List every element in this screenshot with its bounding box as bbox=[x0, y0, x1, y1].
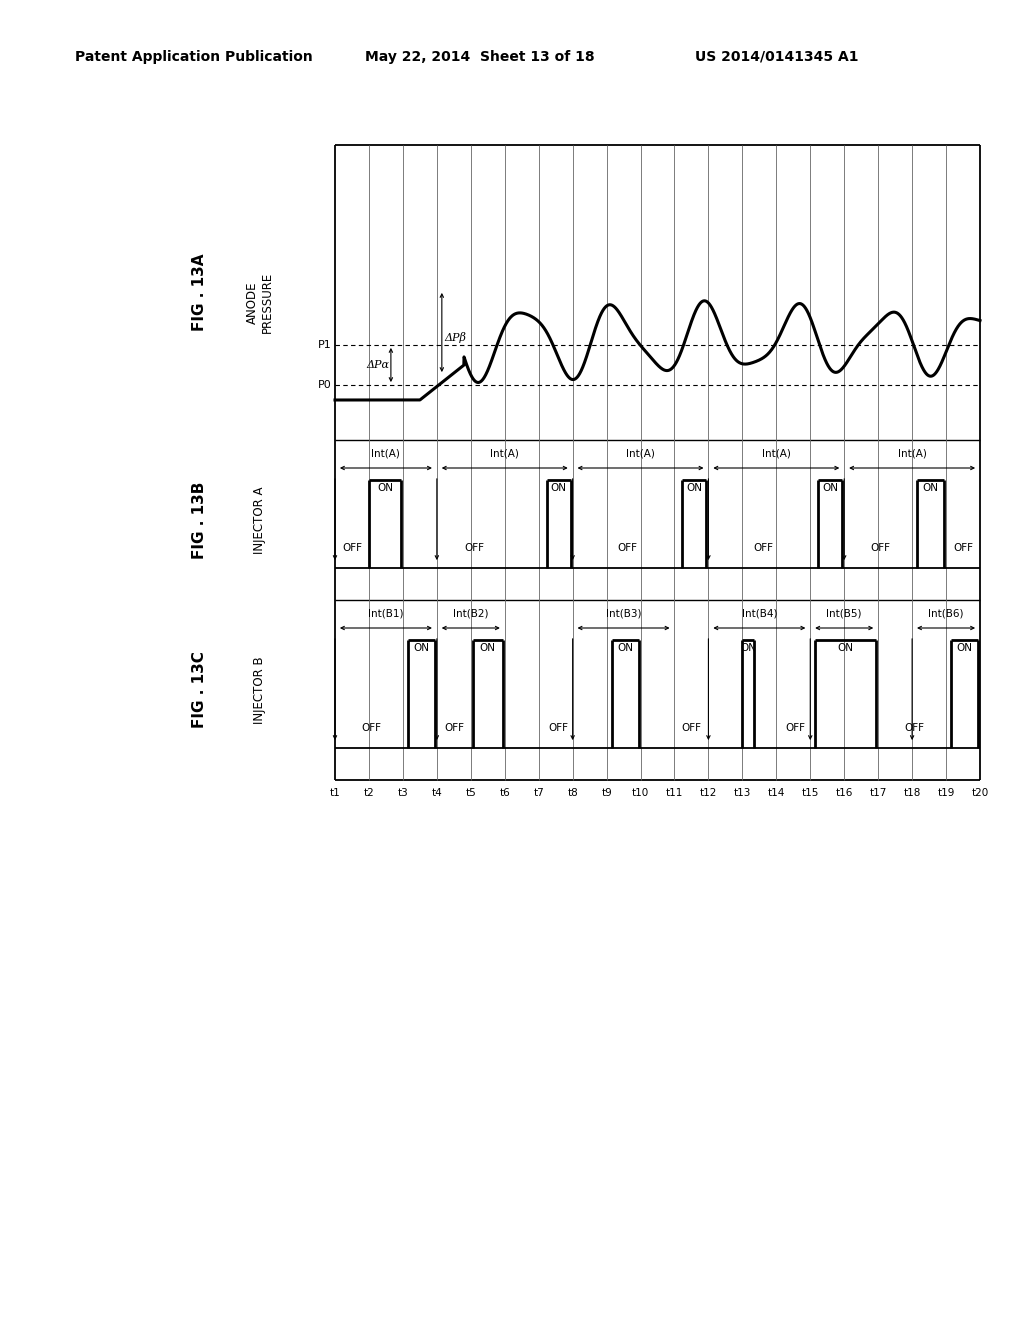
Text: ON: ON bbox=[923, 483, 939, 492]
Text: Int(B4): Int(B4) bbox=[741, 609, 777, 618]
Text: FIG . 13B: FIG . 13B bbox=[193, 482, 208, 558]
Text: t20: t20 bbox=[972, 788, 988, 799]
Text: ON: ON bbox=[414, 643, 429, 653]
Text: t1: t1 bbox=[330, 788, 340, 799]
Text: Int(A): Int(A) bbox=[898, 447, 927, 458]
Text: ON: ON bbox=[838, 643, 854, 653]
Text: Int(B2): Int(B2) bbox=[453, 609, 488, 618]
Text: t4: t4 bbox=[431, 788, 442, 799]
Text: OFF: OFF bbox=[870, 543, 891, 553]
Text: Int(A): Int(A) bbox=[490, 447, 519, 458]
Text: OFF: OFF bbox=[342, 543, 361, 553]
Text: OFF: OFF bbox=[904, 723, 925, 733]
Text: Int(B6): Int(B6) bbox=[929, 609, 964, 618]
Text: ANODE
PRESSURE: ANODE PRESSURE bbox=[246, 272, 274, 333]
Text: OFF: OFF bbox=[785, 723, 806, 733]
Text: P1: P1 bbox=[318, 341, 332, 350]
Text: INJECTOR B: INJECTOR B bbox=[254, 656, 266, 723]
Text: May 22, 2014  Sheet 13 of 18: May 22, 2014 Sheet 13 of 18 bbox=[365, 50, 595, 63]
Text: P0: P0 bbox=[318, 380, 332, 389]
Text: OFF: OFF bbox=[548, 723, 568, 733]
Text: US 2014/0141345 A1: US 2014/0141345 A1 bbox=[695, 50, 858, 63]
Text: OFF: OFF bbox=[444, 723, 465, 733]
Text: t7: t7 bbox=[534, 788, 544, 799]
Text: OFF: OFF bbox=[754, 543, 773, 553]
Text: OFF: OFF bbox=[953, 543, 973, 553]
Text: t12: t12 bbox=[699, 788, 717, 799]
Text: FIG . 13C: FIG . 13C bbox=[193, 652, 208, 729]
Text: OFF: OFF bbox=[681, 723, 701, 733]
Text: Int(B1): Int(B1) bbox=[369, 609, 403, 618]
Text: OFF: OFF bbox=[617, 543, 638, 553]
Text: t14: t14 bbox=[768, 788, 785, 799]
Text: ON: ON bbox=[822, 483, 839, 492]
Text: t9: t9 bbox=[601, 788, 612, 799]
Text: ON: ON bbox=[377, 483, 393, 492]
Text: t5: t5 bbox=[466, 788, 476, 799]
Text: t13: t13 bbox=[733, 788, 751, 799]
Text: ON: ON bbox=[617, 643, 633, 653]
Text: t10: t10 bbox=[632, 788, 649, 799]
Text: t15: t15 bbox=[802, 788, 819, 799]
Text: t8: t8 bbox=[567, 788, 578, 799]
Text: Int(A): Int(A) bbox=[372, 447, 400, 458]
Text: Int(A): Int(A) bbox=[762, 447, 791, 458]
Text: Int(B5): Int(B5) bbox=[826, 609, 862, 618]
Text: ON: ON bbox=[740, 643, 757, 653]
Text: t3: t3 bbox=[397, 788, 409, 799]
Text: t19: t19 bbox=[937, 788, 954, 799]
Text: t6: t6 bbox=[500, 788, 510, 799]
Text: ΔPβ: ΔPβ bbox=[444, 333, 467, 343]
Text: ON: ON bbox=[480, 643, 496, 653]
Text: ON: ON bbox=[686, 483, 702, 492]
Text: t16: t16 bbox=[836, 788, 853, 799]
Text: ON: ON bbox=[551, 483, 566, 492]
Text: ΔPα: ΔPα bbox=[366, 360, 389, 370]
Text: t2: t2 bbox=[364, 788, 375, 799]
Text: OFF: OFF bbox=[361, 723, 382, 733]
Text: OFF: OFF bbox=[465, 543, 484, 553]
Text: Patent Application Publication: Patent Application Publication bbox=[75, 50, 312, 63]
Text: Int(A): Int(A) bbox=[626, 447, 655, 458]
Text: t18: t18 bbox=[903, 788, 921, 799]
Text: t11: t11 bbox=[666, 788, 683, 799]
Text: INJECTOR A: INJECTOR A bbox=[254, 486, 266, 554]
Text: ON: ON bbox=[956, 643, 973, 653]
Text: t17: t17 bbox=[869, 788, 887, 799]
Text: FIG . 13A: FIG . 13A bbox=[193, 253, 208, 331]
Text: Int(B3): Int(B3) bbox=[606, 609, 641, 618]
